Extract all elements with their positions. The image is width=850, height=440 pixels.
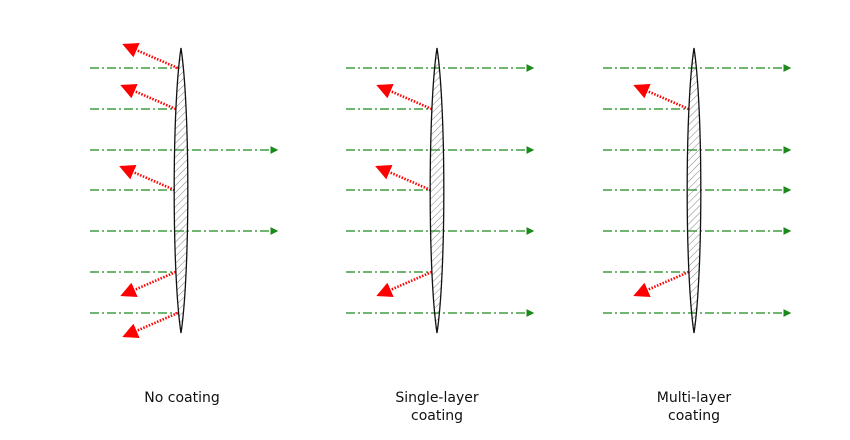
label-line: coating	[668, 408, 720, 424]
label-single-layer: Single-layer coating	[337, 389, 537, 425]
reflected-ray-arrow	[375, 165, 432, 192]
reflected-ray-arrow	[376, 270, 433, 297]
reflected-ray-arrow	[122, 43, 179, 70]
label-no-coating: No coating	[82, 389, 282, 407]
label-line: Multi-layer	[656, 390, 732, 406]
label-line: No coating	[144, 390, 220, 406]
lens	[173, 47, 189, 334]
label-line: coating	[411, 408, 463, 424]
label-multi-layer: Multi-layer coating	[594, 389, 794, 425]
reflected-ray-arrow	[120, 270, 177, 297]
label-line: Single-layer	[395, 390, 479, 406]
lens	[686, 47, 702, 334]
reflected-ray-arrow	[120, 84, 177, 111]
reflected-ray-arrow	[376, 84, 433, 111]
reflected-ray-arrow	[633, 84, 690, 111]
reflected-ray-arrow	[122, 311, 179, 338]
reflected-ray-arrow	[119, 165, 176, 192]
lens	[429, 47, 445, 334]
reflected-ray-arrow	[633, 270, 690, 297]
